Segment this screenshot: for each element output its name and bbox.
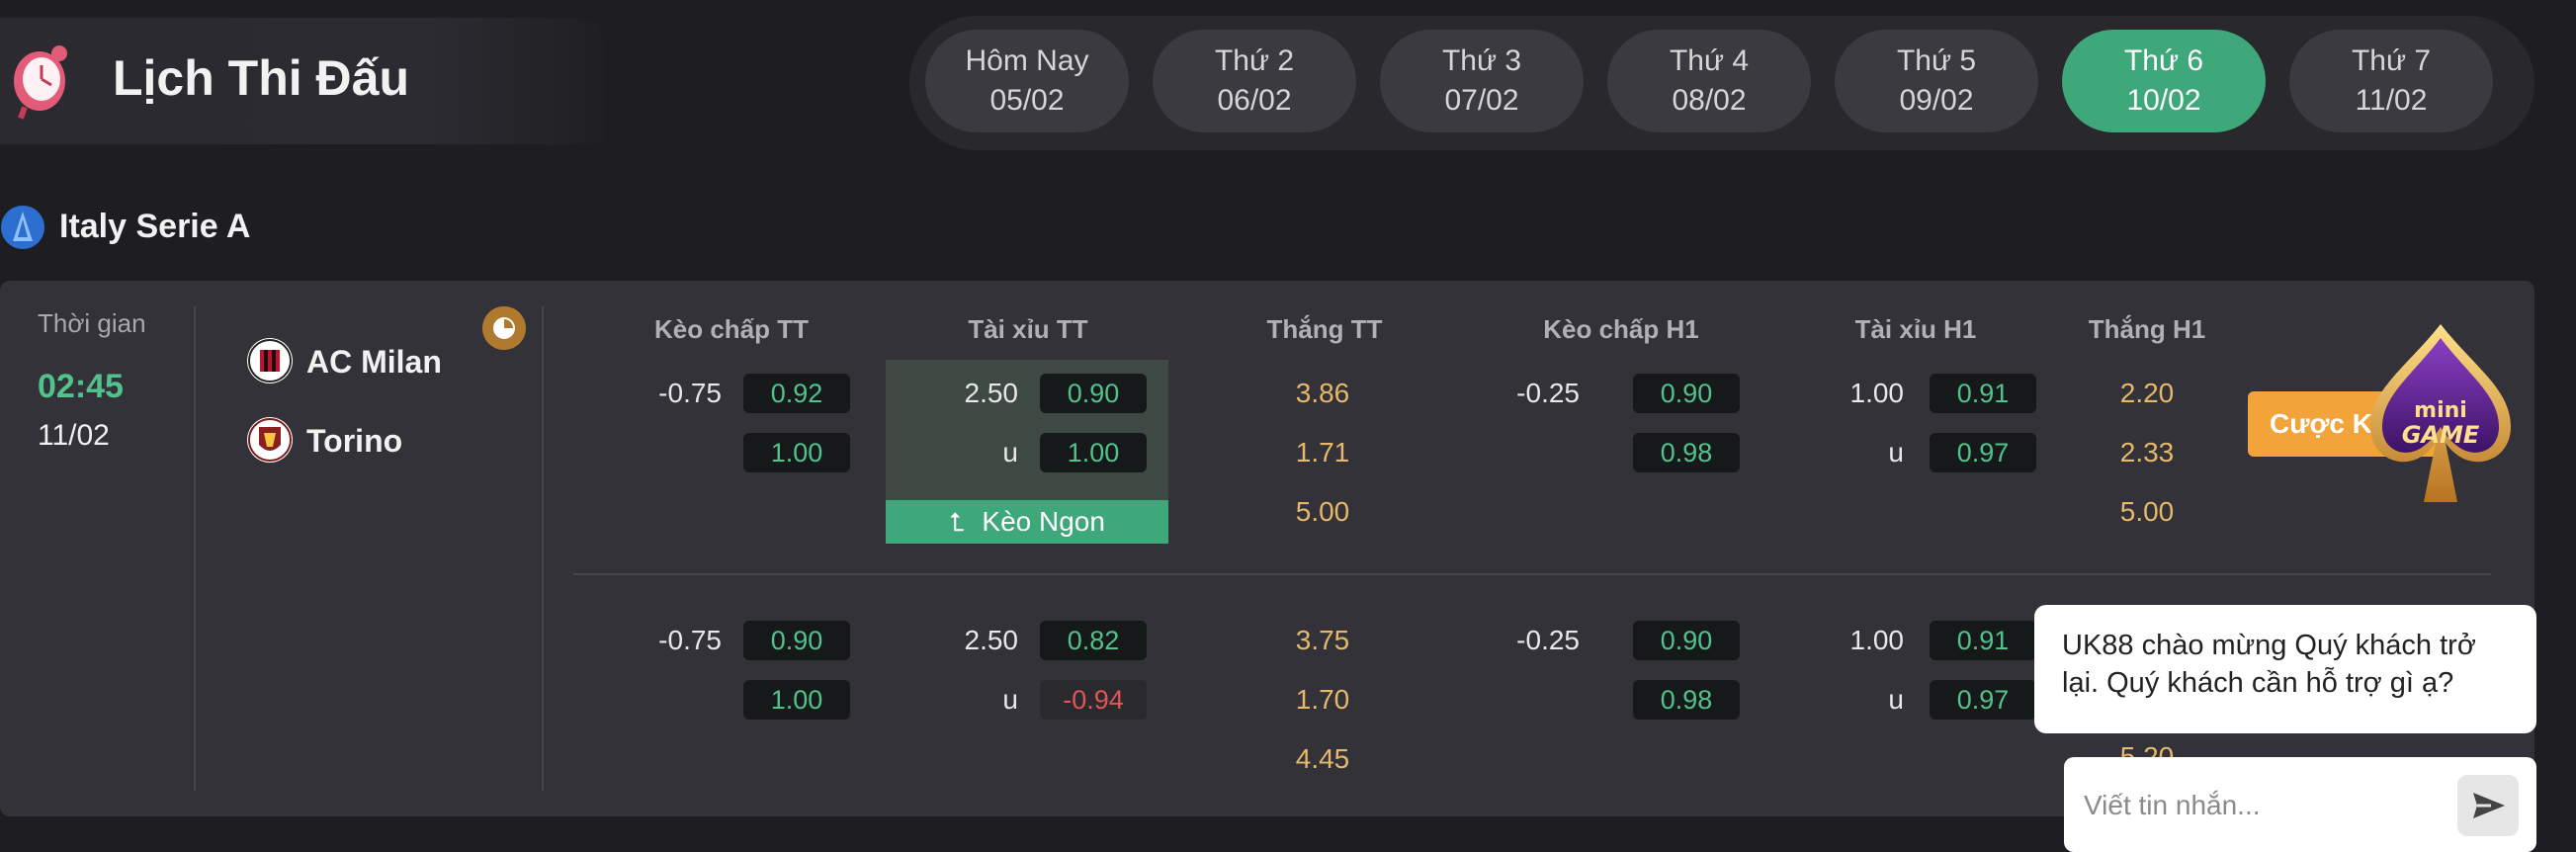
odds-cell[interactable]: 0.91 <box>1930 374 2036 413</box>
send-button[interactable] <box>2457 775 2519 836</box>
chat-message-input[interactable] <box>2082 777 2451 834</box>
win-odds-draw[interactable]: 5.00 <box>1295 496 1350 527</box>
day-name: Thứ 5 <box>1896 44 1977 77</box>
send-icon <box>2473 793 2505 818</box>
h1-under-label: u <box>1888 684 1904 715</box>
win-odds-home[interactable]: 3.75 <box>1295 625 1350 655</box>
day-tab-fri[interactable]: Thứ 6 10/02 <box>2062 30 2266 132</box>
odds-cell[interactable]: 0.91 <box>1930 621 2036 660</box>
day-date: 10/02 <box>2126 84 2201 117</box>
col-win-ft: Thắng TT <box>1266 314 1383 344</box>
odds-cell[interactable]: 0.97 <box>1930 433 2036 472</box>
col-win-h1: Thắng H1 <box>2088 314 2206 344</box>
chat-input-box <box>2064 757 2536 852</box>
page-title: Lịch Thi Đấu <box>113 50 409 106</box>
day-date: 07/02 <box>1444 84 1519 117</box>
day-date: 06/02 <box>1217 84 1292 117</box>
col-handicap-h1: Kèo chấp H1 <box>1543 314 1699 344</box>
away-team-name[interactable]: Torino <box>306 423 403 459</box>
day-name: Thứ 4 <box>1669 44 1750 77</box>
day-tab-mon[interactable]: Thứ 2 06/02 <box>1153 30 1356 132</box>
col-over-under-ft: Tài xỉu TT <box>968 314 1088 344</box>
over-under-line: 2.50 <box>964 625 1019 655</box>
odds-cell[interactable]: 0.90 <box>1633 621 1740 660</box>
day-date: 09/02 <box>1899 84 1974 117</box>
odds-cell[interactable]: 1.00 <box>743 680 850 720</box>
day-date: 11/02 <box>2355 84 2428 117</box>
odds-cell[interactable]: 0.92 <box>743 374 850 413</box>
h1-handicap-value: -0.25 <box>1516 625 1580 655</box>
day-name: Thứ 2 <box>1214 44 1295 77</box>
home-team-name[interactable]: AC Milan <box>306 344 442 380</box>
ac-milan-logo-icon <box>247 338 293 383</box>
odds-cell[interactable]: 0.98 <box>1633 433 1740 472</box>
col-over-under-h1: Tài xỉu H1 <box>1854 314 1977 344</box>
serie-a-logo-icon <box>1 206 44 249</box>
good-odds-label: Kèo Ngon <box>982 506 1105 537</box>
day-tab-sat[interactable]: Thứ 7 11/02 <box>2289 30 2493 132</box>
odds-cell[interactable]: 0.82 <box>1040 621 1147 660</box>
trend-arrow-icon: ⮤ <box>949 507 965 537</box>
day-date: 05/02 <box>989 84 1065 117</box>
divider <box>542 306 544 791</box>
mini-game-spade-icon[interactable]: mini GAME <box>2366 320 2515 514</box>
odds-cell[interactable]: 1.00 <box>743 433 850 472</box>
under-label: u <box>1002 437 1018 468</box>
odds-cell[interactable]: 0.98 <box>1633 680 1740 720</box>
h1-win-odds-draw[interactable]: 5.00 <box>2119 496 2175 527</box>
over-under-line: 2.50 <box>964 378 1019 408</box>
time-label: Thời gian <box>38 308 146 338</box>
stats-clock-icon[interactable] <box>482 306 526 350</box>
odds-cell[interactable]: 0.97 <box>1930 680 2036 720</box>
day-date: 08/02 <box>1672 84 1747 117</box>
h1-under-label: u <box>1888 437 1904 468</box>
day-name: Thứ 7 <box>2351 44 2432 77</box>
day-tab-tue[interactable]: Thứ 3 07/02 <box>1380 30 1584 132</box>
day-name: Thứ 6 <box>2123 44 2204 77</box>
good-odds-bar[interactable]: ⮤ Kèo Ngon <box>886 500 1168 544</box>
odds-cell[interactable]: 0.90 <box>743 621 850 660</box>
day-tab-wed[interactable]: Thứ 4 08/02 <box>1607 30 1811 132</box>
chat-greeting-bubble: UK88 chào mừng Quý khách trở lại. Quý kh… <box>2034 605 2536 733</box>
day-tab-today[interactable]: Hôm Nay 05/02 <box>925 30 1129 132</box>
title-tab <box>0 18 613 144</box>
odds-cell[interactable]: 1.00 <box>1040 433 1147 472</box>
h1-over-under-line: 1.00 <box>1849 625 1905 655</box>
win-odds-home[interactable]: 3.86 <box>1295 378 1350 408</box>
win-odds-draw[interactable]: 4.45 <box>1295 743 1350 774</box>
day-tab-thu[interactable]: Thứ 5 09/02 <box>1835 30 2038 132</box>
divider <box>194 306 196 791</box>
kickoff-time: 02:45 <box>38 368 124 405</box>
kickoff-date: 11/02 <box>38 419 110 452</box>
h1-win-odds-away[interactable]: 2.33 <box>2119 437 2175 468</box>
handicap-value: -0.75 <box>658 625 722 655</box>
odds-cell[interactable]: 0.90 <box>1040 374 1147 413</box>
mini-game-line2: GAME <box>2402 421 2480 449</box>
win-odds-away[interactable]: 1.71 <box>1295 437 1350 468</box>
day-selector: Hôm Nay 05/02 Thứ 2 06/02 Thứ 3 07/02 Th… <box>909 16 2534 150</box>
under-label: u <box>1002 684 1018 715</box>
alarm-clock-icon <box>14 45 67 120</box>
torino-logo-icon <box>247 417 293 463</box>
row-divider <box>573 573 2491 575</box>
handicap-value: -0.75 <box>658 378 722 408</box>
h1-handicap-value: -0.25 <box>1516 378 1580 408</box>
day-name: Hôm Nay <box>965 44 1089 77</box>
day-name: Thứ 3 <box>1441 44 1522 77</box>
odds-cell[interactable]: -0.94 <box>1040 680 1147 720</box>
h1-win-odds-home[interactable]: 2.20 <box>2119 378 2175 408</box>
win-odds-away[interactable]: 1.70 <box>1295 684 1350 715</box>
league-name[interactable]: Italy Serie A <box>59 208 251 245</box>
mini-game-line1: mini <box>2414 398 2467 423</box>
col-handicap-ft: Kèo chấp TT <box>653 314 809 344</box>
match-card: Thời gian 02:45 11/02 AC Milan Torino Kè… <box>0 281 2534 816</box>
odds-cell[interactable]: 0.90 <box>1633 374 1740 413</box>
h1-over-under-line: 1.00 <box>1849 378 1905 408</box>
